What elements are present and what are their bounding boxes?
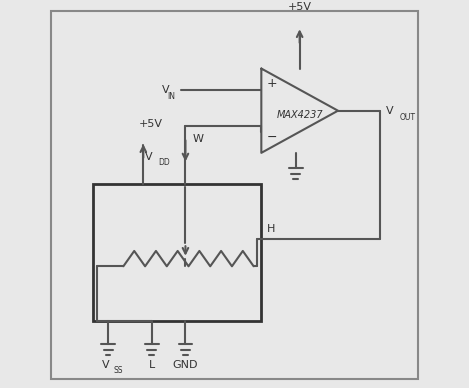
Text: DD: DD	[158, 158, 170, 167]
Text: L: L	[149, 360, 155, 370]
Text: MAX4237: MAX4237	[277, 109, 323, 120]
Text: −: −	[267, 131, 278, 144]
Text: V: V	[102, 360, 110, 370]
Text: +: +	[267, 77, 278, 90]
Text: +5V: +5V	[287, 2, 311, 12]
Text: V: V	[145, 152, 153, 162]
Text: SS: SS	[113, 365, 123, 374]
Text: OUT: OUT	[399, 113, 415, 122]
Text: H: H	[267, 224, 275, 234]
FancyBboxPatch shape	[51, 11, 418, 379]
Text: IN: IN	[167, 92, 175, 101]
Text: GND: GND	[173, 360, 198, 370]
Bar	[93, 184, 261, 322]
Text: +5V: +5V	[139, 119, 163, 129]
Text: V: V	[162, 85, 169, 95]
Text: V: V	[386, 106, 393, 116]
Text: W: W	[192, 134, 204, 144]
